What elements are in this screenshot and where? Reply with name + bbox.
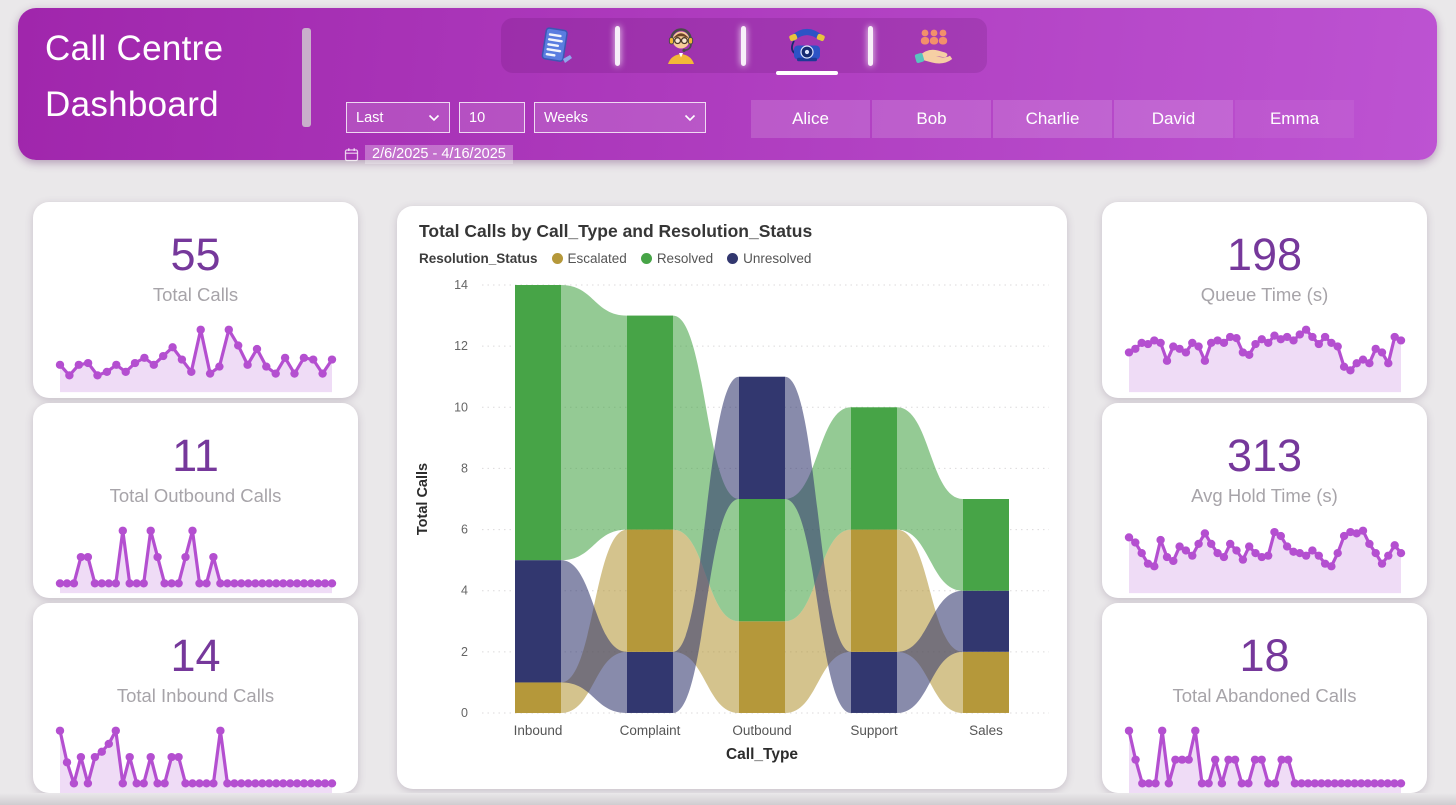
kpi-value: 313 <box>1226 430 1303 481</box>
svg-text:Complaint: Complaint <box>620 723 681 738</box>
svg-text:2: 2 <box>461 645 468 659</box>
svg-text:4: 4 <box>461 584 468 598</box>
agent-button-bob[interactable]: Bob <box>872 100 991 138</box>
legend-dot <box>640 253 652 264</box>
sparkline-chart <box>55 325 336 393</box>
kpi-value: 198 <box>1226 229 1303 280</box>
sparkline-chart <box>55 726 336 794</box>
notes-icon <box>541 26 573 63</box>
agent-button-emma[interactable]: Emma <box>1235 100 1354 138</box>
kpi-value: 14 <box>170 630 221 681</box>
chart-title: Total Calls by Call_Type and Resolution_… <box>419 221 813 241</box>
kpi-value: 11 <box>172 430 219 481</box>
legend-title: Resolution_Status <box>419 251 538 266</box>
kpi-label: Queue Time (s) <box>1200 284 1329 305</box>
legend-label: Unresolved <box>743 251 812 266</box>
range-type-value: Last <box>356 109 384 126</box>
range-count-value: 10 <box>469 109 486 126</box>
sparkline-chart <box>1124 325 1405 393</box>
agent-button-david[interactable]: David <box>1114 100 1233 138</box>
svg-text:Sales: Sales <box>969 723 1003 738</box>
kpi-label: Total Outbound Calls <box>109 485 282 506</box>
agent-button-charlie[interactable]: Charlie <box>993 100 1112 138</box>
sparkline-chart <box>1124 526 1405 594</box>
chevron-down-icon <box>428 114 440 121</box>
nav-separator <box>615 25 621 66</box>
page-title-line2: Dashboard <box>45 85 219 124</box>
legend-dot <box>551 253 563 264</box>
phone-icon <box>789 28 825 61</box>
range-unit-value: Weeks <box>544 109 589 126</box>
kpi-card-total-inbound-calls: 14 Total Inbound Calls <box>33 603 358 794</box>
kpi-card-total-abandoned-calls: 18 Total Abandoned Calls <box>1102 603 1427 794</box>
range-type-select[interactable]: Last <box>346 102 450 133</box>
kpi-label: Total Inbound Calls <box>116 685 275 706</box>
calendar-icon <box>344 148 359 162</box>
nav-tab-notes[interactable] <box>520 21 588 71</box>
legend-item-unresolved[interactable]: Unresolved <box>727 251 811 266</box>
legend-label: Resolved <box>656 251 714 266</box>
page-title: Call Centre Dashboard <box>45 21 223 133</box>
agent-headset-icon <box>667 27 694 64</box>
relative-date-filter: Last 10 Weeks <box>346 102 706 133</box>
sparkline-chart <box>1124 726 1405 794</box>
kpi-card-queue-time: 198 Queue Time (s) <box>1102 202 1427 398</box>
legend-item-escalated[interactable]: Escalated <box>551 251 627 266</box>
chevron-down-icon <box>684 114 696 121</box>
date-range-value[interactable]: 2/6/2025 - 4/16/2025 <box>365 145 513 164</box>
agent-button-alice[interactable]: Alice <box>751 100 870 138</box>
svg-text:0: 0 <box>461 706 468 720</box>
legend-item-resolved[interactable]: Resolved <box>640 251 714 266</box>
range-count-input[interactable]: 10 <box>459 102 525 133</box>
chart-legend: Resolution_Status Escalated Resolved Unres… <box>397 242 1067 266</box>
kpi-card-avg-hold-time: 313 Avg Hold Time (s) <box>1102 403 1427 598</box>
active-tab-underline <box>776 70 839 75</box>
dashboard-header: Call Centre Dashboard <box>18 8 1437 164</box>
kpi-label: Total Abandoned Calls <box>1172 685 1357 706</box>
agent-filter-bar: Alice Bob Charlie David Emma <box>751 100 1354 138</box>
nav-tab-service[interactable] <box>900 21 968 71</box>
ribbon-chart-card: Total Calls by Call_Type and Resolution_… <box>397 206 1067 789</box>
kpi-value: 55 <box>170 229 221 280</box>
svg-text:Support: Support <box>850 723 898 738</box>
svg-text:14: 14 <box>454 278 468 292</box>
nav-tab-calls[interactable] <box>773 21 841 75</box>
date-range-row: 2/6/2025 - 4/16/2025 <box>344 145 513 164</box>
kpi-value: 18 <box>1239 630 1290 681</box>
nav-tab-agent[interactable] <box>647 21 715 71</box>
team-hand-icon <box>914 29 952 63</box>
svg-text:6: 6 <box>461 523 468 537</box>
svg-text:12: 12 <box>454 339 468 353</box>
kpi-label: Avg Hold Time (s) <box>1191 485 1338 506</box>
nav-iconbar <box>501 18 987 75</box>
sparkline-chart <box>55 526 336 594</box>
legend-items: Escalated Resolved Unresolved <box>551 251 811 266</box>
svg-text:Call_Type: Call_Type <box>726 746 798 763</box>
nav-separator <box>867 25 873 66</box>
svg-text:10: 10 <box>454 400 468 414</box>
legend-dot <box>727 253 739 264</box>
ribbon-chart[interactable]: 0 2 4 6 8 10 12 14 Inbound Complaint Outbound Suppo… <box>397 271 1067 763</box>
range-unit-select[interactable]: Weeks <box>534 102 706 133</box>
kpi-label: Total Calls <box>152 284 239 305</box>
page-title-line1: Call Centre <box>45 29 224 68</box>
legend-label: Escalated <box>567 251 627 266</box>
title-divider <box>302 28 311 127</box>
svg-text:Inbound: Inbound <box>514 723 563 738</box>
kpi-card-total-calls: 55 Total Calls <box>33 202 358 398</box>
svg-text:8: 8 <box>461 461 468 475</box>
nav-separator <box>741 25 747 66</box>
svg-text:Total Calls: Total Calls <box>415 463 431 535</box>
svg-text:Outbound: Outbound <box>732 723 791 738</box>
kpi-card-total-outbound-calls: 11 Total Outbound Calls <box>33 403 358 598</box>
